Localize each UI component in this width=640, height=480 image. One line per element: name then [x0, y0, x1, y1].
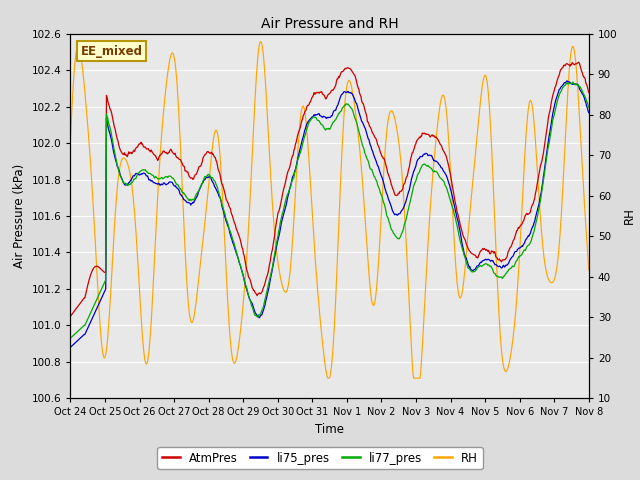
Title: Air Pressure and RH: Air Pressure and RH	[260, 17, 399, 31]
Y-axis label: RH: RH	[623, 207, 636, 225]
X-axis label: Time: Time	[315, 423, 344, 436]
Text: EE_mixed: EE_mixed	[81, 45, 143, 58]
Legend: AtmPres, li75_pres, li77_pres, RH: AtmPres, li75_pres, li77_pres, RH	[157, 447, 483, 469]
Y-axis label: Air Pressure (kPa): Air Pressure (kPa)	[13, 164, 26, 268]
